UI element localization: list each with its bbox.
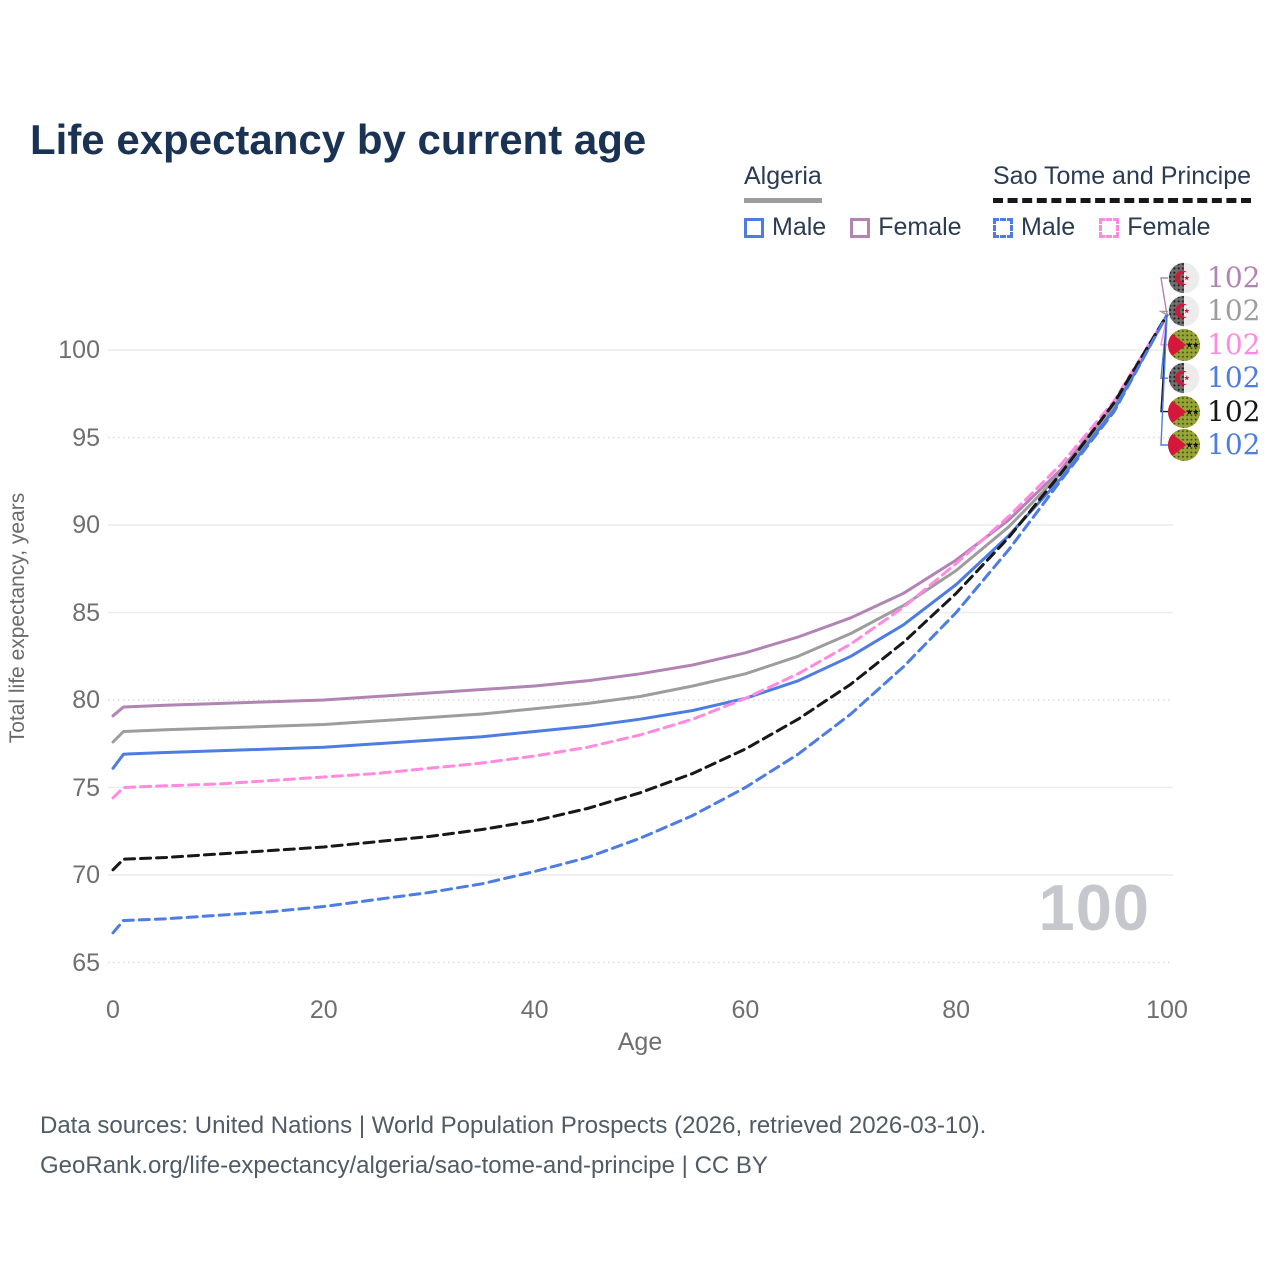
end-value-label: 102 xyxy=(1207,428,1261,461)
end-label-row-sao-tome-and-principe-female: 102 xyxy=(1168,328,1260,362)
y-tick-label: 75 xyxy=(72,773,100,802)
end-label-row-sao-tome-and-principe-both-sexes: 102 xyxy=(1168,395,1260,429)
x-tick-label: 80 xyxy=(942,996,971,1024)
legend-item-algeria-male[interactable]: Male xyxy=(744,213,826,242)
algeria-flag-icon xyxy=(1168,295,1200,327)
legend-country-algeria: Algeria xyxy=(744,162,822,203)
legend-label: Female xyxy=(1127,213,1211,241)
algeria-flag-icon xyxy=(1168,362,1200,394)
legend-group-sao-tome: Sao Tome and Principe Male Female xyxy=(993,162,1252,242)
legend-country-sao-tome: Sao Tome and Principe xyxy=(993,162,1252,203)
y-tick-label: 80 xyxy=(72,686,100,714)
legend-group-algeria: Algeria Male Female xyxy=(744,162,962,242)
end-label-row-algeria-both-sexes: 102 xyxy=(1168,294,1260,328)
legend-item-stp-female[interactable]: Female xyxy=(1099,213,1211,242)
end-label-row-algeria-female: 102 xyxy=(1168,261,1260,295)
leader-line-sao-tome-and-principe-male xyxy=(1160,314,1168,446)
end-value-label: 102 xyxy=(1207,261,1261,294)
y-axis-title: Total life expectancy, years xyxy=(6,492,29,744)
end-label-row-algeria-male: 102 xyxy=(1168,361,1260,395)
legend-swatch-stp-male xyxy=(993,217,1013,238)
legend-label: Male xyxy=(1021,213,1076,241)
y-tick-label: 70 xyxy=(72,861,100,889)
legend-swatch-algeria-male xyxy=(744,217,764,238)
series-lines xyxy=(111,313,1169,935)
legend-label: Male xyxy=(772,213,827,241)
end-label-leader-lines xyxy=(1158,277,1168,446)
sao-tome-and-principe-flag-icon xyxy=(1168,329,1200,361)
end-value-label: 102 xyxy=(1207,394,1261,428)
gridlines xyxy=(108,349,1173,964)
series-line-sao-tome-and-principe-female[interactable] xyxy=(111,313,1169,800)
end-value-label: 102 xyxy=(1207,361,1261,395)
legend-label: Female xyxy=(878,213,962,241)
series-line-algeria-both-sexes[interactable] xyxy=(111,313,1169,744)
leader-line-algeria-female xyxy=(1160,277,1168,316)
x-tick-label: 0 xyxy=(106,996,120,1024)
sao-tome-and-principe-flag-icon xyxy=(1168,396,1200,428)
x-axis-title: Age xyxy=(617,1028,663,1056)
data-sources-line: Data sources: United Nations | World Pop… xyxy=(40,1112,987,1139)
legend-swatch-stp-female xyxy=(1099,217,1120,238)
end-value-label: 102 xyxy=(1207,294,1261,328)
y-tick-label: 65 xyxy=(72,948,100,977)
x-tick-label: 100 xyxy=(1146,996,1188,1024)
end-label-row-sao-tome-and-principe-male: 102 xyxy=(1168,428,1260,462)
legend-item-algeria-female[interactable]: Female xyxy=(850,213,962,242)
end-value-label: 102 xyxy=(1207,327,1261,361)
page-title: Life expectancy by current age xyxy=(30,116,647,164)
sao-tome-and-principe-flag-icon xyxy=(1168,429,1200,461)
y-tick-label: 85 xyxy=(72,598,100,627)
attribution-line: GeoRank.org/life-expectancy/algeria/sao-… xyxy=(40,1152,768,1179)
age-watermark: 100 xyxy=(1038,871,1150,944)
y-tick-label: 90 xyxy=(72,511,100,539)
algeria-flag-icon xyxy=(1168,262,1200,294)
series-line-sao-tome-and-principe-male[interactable] xyxy=(111,313,1169,935)
footer: Data sources: United Nations | World Pop… xyxy=(40,1106,986,1186)
y-tick-label: 95 xyxy=(72,423,100,452)
x-tick-label: 60 xyxy=(731,996,760,1024)
x-tick-label: 20 xyxy=(309,996,338,1024)
legend-item-stp-male[interactable]: Male xyxy=(993,213,1075,242)
series-line-algeria-male[interactable] xyxy=(111,313,1169,770)
series-line-sao-tome-and-principe-both-sexes[interactable] xyxy=(111,313,1169,872)
legend-swatch-algeria-female xyxy=(850,217,871,238)
leader-line-algeria-both-sexes xyxy=(1158,310,1168,316)
y-tick-label: 100 xyxy=(58,336,100,364)
x-tick-label: 40 xyxy=(520,996,549,1024)
